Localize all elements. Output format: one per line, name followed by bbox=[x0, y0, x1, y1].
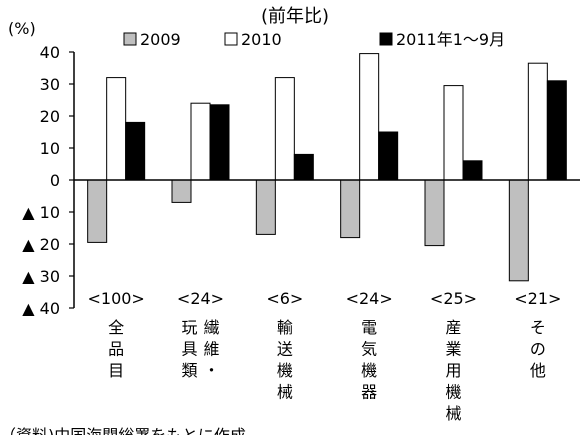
y-tick-label: ▲ 40 bbox=[22, 299, 60, 318]
category-label-char: 目 bbox=[108, 361, 124, 380]
y-tick-label: ▲ 30 bbox=[22, 267, 60, 286]
bar-2010 bbox=[106, 77, 127, 181]
category-label-char: 器 bbox=[361, 383, 377, 402]
category-weight: <21> bbox=[514, 289, 561, 308]
category-label-char: 電 bbox=[361, 318, 377, 337]
legend-swatch bbox=[379, 32, 393, 46]
y-tick-label: 0 bbox=[50, 171, 60, 190]
bar-2011年1～9月 bbox=[125, 121, 146, 181]
legend-swatch bbox=[123, 32, 137, 46]
category-label-char: 他 bbox=[530, 361, 546, 380]
category-weight: <24> bbox=[346, 289, 393, 308]
bar-2011年1～9月 bbox=[209, 104, 230, 181]
category-labels: <100>全品目<24>玩具類繊維・<6>輸送機械<24>電気機器<25>産業用… bbox=[87, 289, 561, 423]
category-label-char: 産 bbox=[445, 318, 461, 337]
chart-title: (前年比) bbox=[261, 6, 329, 27]
y-tick-label: 10 bbox=[40, 139, 60, 158]
y-tick-label: 20 bbox=[40, 107, 60, 126]
y-tick-label: ▲ 20 bbox=[22, 235, 60, 254]
category-label-char: 機 bbox=[277, 361, 293, 380]
category-weight: <25> bbox=[430, 289, 477, 308]
category-label-char: 機 bbox=[361, 361, 377, 380]
y-tick-label: 30 bbox=[40, 75, 60, 94]
bar-2011年1～9月 bbox=[378, 131, 399, 181]
category-weight: <24> bbox=[177, 289, 224, 308]
category-label-char: そ bbox=[530, 318, 546, 337]
category-label-char: 用 bbox=[445, 361, 461, 380]
bar-2009 bbox=[87, 179, 108, 243]
category-label-char: 品 bbox=[108, 340, 124, 359]
category-label-char: 玩 bbox=[181, 318, 197, 337]
bar-2010 bbox=[527, 62, 548, 181]
bar-2009 bbox=[424, 179, 445, 247]
category-label-char: 気 bbox=[361, 340, 377, 359]
category-label-char: 械 bbox=[445, 404, 461, 423]
bar-2011年1～9月 bbox=[293, 153, 314, 181]
category-label-char: 輸 bbox=[277, 318, 293, 337]
category-label-char: の bbox=[530, 340, 546, 359]
category-label-char: 械 bbox=[277, 383, 293, 402]
bar-2009 bbox=[340, 179, 361, 239]
category-weight: <100> bbox=[87, 289, 144, 308]
legend-swatch bbox=[224, 32, 238, 46]
category-label-char: 機 bbox=[445, 383, 461, 402]
y-axis-label: (%) bbox=[8, 19, 36, 38]
y-ticks: 40 30 20 10 0 ▲ 10 ▲ 20 ▲ 30 ▲ 40 bbox=[22, 43, 74, 318]
legend: 2009 2010 2011年1～9月 bbox=[123, 30, 505, 49]
source-note: （資料)中国海関総署をもとに作成 bbox=[0, 426, 246, 435]
bar-2011年1～9月 bbox=[546, 80, 567, 181]
bar-2010 bbox=[274, 77, 295, 181]
bar-2009 bbox=[255, 179, 276, 235]
y-tick-label: ▲ 10 bbox=[22, 203, 60, 222]
category-label-char: 繊 bbox=[203, 318, 219, 337]
category-label-char: 類 bbox=[181, 361, 197, 380]
category-label-char: 具 bbox=[181, 340, 197, 359]
bar-2010 bbox=[190, 102, 211, 181]
bar-2009 bbox=[171, 179, 192, 203]
category-label-char: 送 bbox=[277, 340, 293, 359]
bars bbox=[87, 53, 567, 282]
legend-label: 2009 bbox=[140, 30, 181, 49]
category-label-char: 維 bbox=[203, 340, 219, 359]
bar-2010 bbox=[443, 85, 464, 181]
category-label-char: ・ bbox=[203, 361, 219, 380]
y-tick-label: 40 bbox=[40, 43, 60, 62]
bar-2009 bbox=[508, 179, 529, 282]
legend-label: 2011年1～9月 bbox=[396, 30, 505, 49]
bar-2010 bbox=[359, 53, 380, 181]
legend-label: 2010 bbox=[241, 30, 282, 49]
category-label-char: 全 bbox=[108, 318, 124, 337]
category-weight: <6> bbox=[266, 289, 303, 308]
bar-2011年1～9月 bbox=[462, 160, 483, 181]
category-label-char: 業 bbox=[445, 340, 461, 359]
axes bbox=[73, 52, 580, 308]
